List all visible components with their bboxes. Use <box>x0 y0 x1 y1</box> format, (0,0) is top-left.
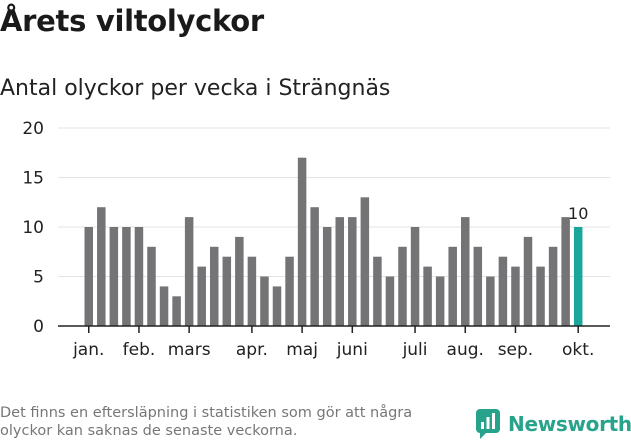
bar <box>373 256 382 326</box>
bar-chart: 0 5 10 15 20 10 jan. feb. mars apr. maj juni juli aug… <box>22 119 610 360</box>
bar <box>360 197 370 326</box>
bar <box>272 286 282 326</box>
bar <box>348 217 357 326</box>
bar <box>335 217 344 326</box>
x-tick-label: feb. <box>123 340 156 360</box>
bar <box>147 246 156 326</box>
x-tick-label: juni <box>336 340 368 360</box>
chart-title: Årets viltolyckor <box>0 4 264 38</box>
y-tick-label: 15 <box>22 169 44 189</box>
x-tick-label: aug. <box>447 340 484 360</box>
y-tick-label: 5 <box>33 268 44 288</box>
bar <box>486 276 495 326</box>
bar <box>84 227 93 326</box>
newsworthy-icon <box>476 409 500 439</box>
bar <box>122 227 131 326</box>
bar <box>548 246 558 326</box>
bar <box>573 227 583 326</box>
bar <box>322 227 332 326</box>
x-tick-label: okt. <box>562 340 594 360</box>
bar <box>473 246 483 326</box>
bar <box>310 207 319 326</box>
footnote: Det finns en eftersläpning i statistiken… <box>0 405 413 439</box>
x-tick-label: jan. <box>72 340 104 360</box>
bar <box>285 256 294 326</box>
bar <box>385 276 395 326</box>
bar <box>247 256 257 326</box>
bar <box>97 207 106 326</box>
bar <box>260 276 269 326</box>
bar <box>159 286 169 326</box>
bar <box>536 266 545 326</box>
data-label: 10 <box>568 204 588 223</box>
newsworthy-logo: Newsworthy <box>476 407 631 441</box>
x-tick-label: apr. <box>236 340 268 360</box>
bar <box>210 246 219 326</box>
bar <box>197 266 206 326</box>
bar <box>134 227 144 326</box>
bar <box>435 276 445 326</box>
bar <box>511 266 520 326</box>
x-tick-label: juli <box>402 340 428 360</box>
bar <box>523 236 533 326</box>
x-tick-label: mars <box>168 340 211 360</box>
chart-subtitle: Antal olyckor per vecka i Strängnäs <box>0 76 391 101</box>
bar <box>461 217 470 326</box>
bar <box>398 246 407 326</box>
bar <box>172 296 181 326</box>
y-tick-label: 10 <box>22 218 44 238</box>
x-tick-label: maj <box>286 340 318 360</box>
bar <box>561 217 570 326</box>
brand-name: Newsworthy <box>508 412 631 436</box>
bar <box>222 256 232 326</box>
x-tick-label: sep. <box>498 340 534 360</box>
bar <box>184 217 194 326</box>
y-tick-label: 0 <box>33 317 44 337</box>
bar <box>423 266 432 326</box>
bar <box>235 236 244 326</box>
bar <box>297 157 307 326</box>
bar <box>410 227 420 326</box>
bar <box>448 246 457 326</box>
bar <box>498 256 508 326</box>
bar <box>109 227 119 326</box>
y-tick-label: 20 <box>22 119 44 139</box>
